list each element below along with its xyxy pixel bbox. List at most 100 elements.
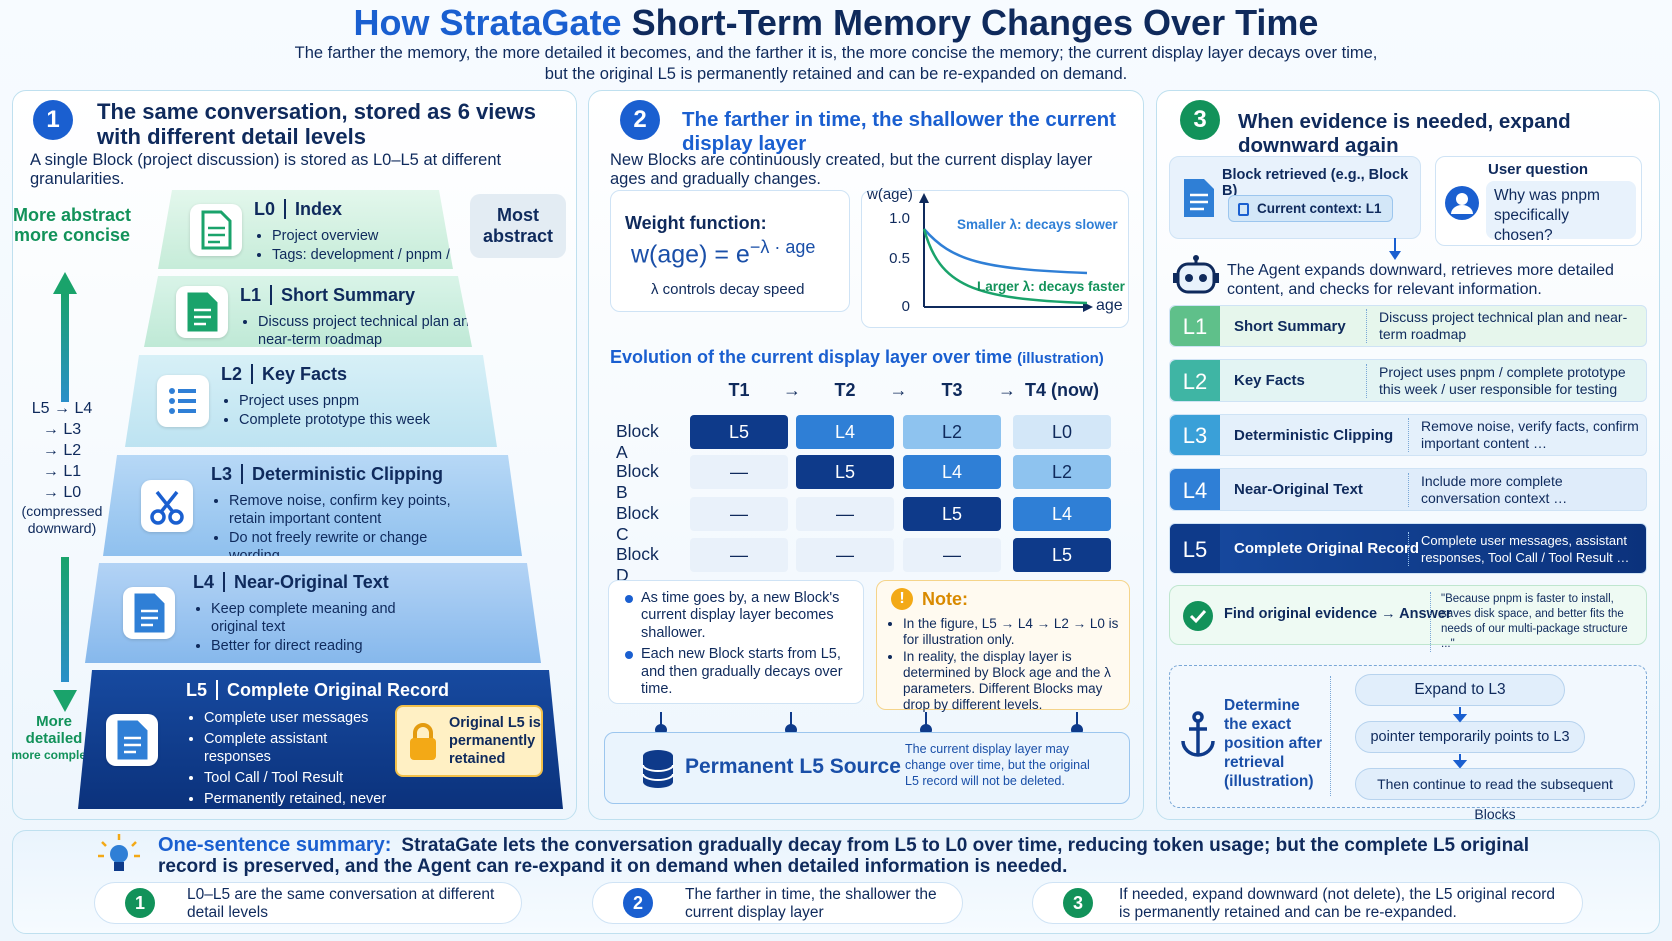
column-arrow: → xyxy=(889,380,908,400)
note-title: Note: xyxy=(922,589,968,609)
subtitle-line: but the original L5 is permanently retai… xyxy=(544,65,1128,83)
layer-bullet: Project overview xyxy=(272,227,498,245)
point-number: 2 xyxy=(623,888,653,918)
evidence-arrow: → xyxy=(1381,606,1396,622)
note-list: In the figure, L5 → L4 → L2 → L0 is for … xyxy=(889,615,1127,714)
evidence-answer: Answer xyxy=(1399,606,1452,622)
side-line: → L2 xyxy=(42,442,82,459)
row-title: Key Facts xyxy=(1234,372,1305,389)
layer: L4 Near-Original Text Keep complete meanin… xyxy=(85,563,541,663)
table-title-note: (illustration) xyxy=(1017,350,1104,367)
layer-bullets: Project overviewTags: development / pnpm… xyxy=(258,226,498,265)
layer-icon xyxy=(106,714,158,766)
table-cell: L5 xyxy=(1013,538,1111,572)
glyph xyxy=(141,480,193,532)
panel-intro: New Blocks are continuously created, but… xyxy=(610,151,1093,188)
layer-title: L0 Index xyxy=(254,199,342,220)
glyph xyxy=(190,204,242,256)
point-text: The farther in time, the shallower the c… xyxy=(685,886,937,921)
layer-name: Index xyxy=(295,199,343,219)
bullet-text: Each new Block starts from L5, and then … xyxy=(641,646,843,697)
row-level: L2 xyxy=(1170,360,1220,401)
column-header: T1 xyxy=(728,380,750,400)
layer-bullet: Complete user messages xyxy=(204,709,390,727)
layer-level: L0 xyxy=(254,199,286,219)
side-line: (compressed downward) xyxy=(21,503,103,536)
label-line: detailed xyxy=(25,730,83,747)
expand-row: L4 Near-Original Text Include more complet… xyxy=(1169,468,1647,511)
side-line: → L1 xyxy=(42,463,82,480)
layer-name: Complete Original Record xyxy=(227,680,450,700)
robot-icon xyxy=(1173,255,1219,294)
point-text: L0–L5 are the same conversation at diffe… xyxy=(187,886,495,921)
summary-label: One-sentence summary: xyxy=(158,834,392,856)
layer-icon xyxy=(123,587,175,639)
summary-point: 2 The farther in time, the shallower the … xyxy=(592,882,963,924)
title-rest: Short-Term Memory Changes Over Time xyxy=(631,2,1319,43)
axis-arrows xyxy=(53,272,77,712)
weight-label: Weight function: xyxy=(625,213,767,233)
layer-name: Key Facts xyxy=(262,364,348,384)
row-desc: Complete user messages, assistant respon… xyxy=(1408,531,1640,566)
summary-point: 1 L0–L5 are the same conversation at diff… xyxy=(94,882,522,924)
layer-bullet: Tags: development / pnpm / testing xyxy=(272,246,498,264)
graph-y-tick: 0 xyxy=(901,298,910,315)
subtitle: The farther the memory, the more detaile… xyxy=(0,43,1672,85)
bottom-label: More detailed more complete xyxy=(8,713,100,764)
callout: Most abstract xyxy=(470,194,566,258)
layer: L2 Key Facts Project uses pnpmComplete pro… xyxy=(125,355,497,447)
column-header: T3 xyxy=(941,380,963,400)
panel-heading: When evidence is needed, expand downward… xyxy=(1238,110,1571,157)
row-label: Block B xyxy=(616,461,659,502)
curve-label: Larger λ: decays faster xyxy=(977,279,1125,294)
side-line: L5 → L4 xyxy=(31,400,93,417)
table-cell: L5 xyxy=(796,455,894,489)
row-desc: Project uses pnpm / complete prototype t… xyxy=(1366,363,1640,398)
layer-bullet: Remove noise, confirm key points, retain… xyxy=(229,492,455,528)
layer-name: Near-Original Text xyxy=(234,572,389,592)
bullet-list: As time goes by, a new Block's current d… xyxy=(623,590,853,698)
anchor-icon xyxy=(1181,711,1215,757)
layer-bullets: Discuss project technical plan and near-… xyxy=(244,312,484,350)
point-text: If needed, expand downward (not delete),… xyxy=(1119,886,1556,921)
layer: L3 Deterministic Clipping Remove noise, co… xyxy=(103,455,522,556)
source-card: Permanent L5 Source The current display … xyxy=(604,732,1130,804)
row-title: Complete Original Record xyxy=(1234,540,1420,557)
column-header: T2 xyxy=(834,380,856,400)
check-icon xyxy=(1183,601,1213,631)
table-title-text: Evolution of the current display layer o… xyxy=(610,347,1013,367)
table-cell: L0 xyxy=(1013,415,1111,449)
summary-point: 3 If needed, expand downward (not delete)… xyxy=(1032,882,1583,924)
panel-heading: The same conversation, stored as 6 views… xyxy=(97,99,536,149)
step-number: 3 xyxy=(1180,100,1220,140)
row-level: L1 xyxy=(1170,306,1220,346)
row-title: Near-Original Text xyxy=(1234,481,1363,498)
expand-row: L3 Deterministic Clipping Remove noise, ve… xyxy=(1169,414,1647,456)
label-line: more complete xyxy=(11,748,97,762)
step-arrows xyxy=(1452,707,1468,768)
bullet: As time goes by, a new Block's current d… xyxy=(625,590,853,642)
bullets-card: As time goes by, a new Block's current d… xyxy=(608,580,864,704)
layer-title: L3 Deterministic Clipping xyxy=(211,464,443,485)
layer-bullet: Better for direct reading xyxy=(211,637,437,655)
layer-level: L5 xyxy=(186,680,218,700)
bullet: Each new Block starts from L5, and then … xyxy=(625,646,853,698)
row-label: Block C xyxy=(616,503,659,544)
layer-bullets: Keep complete meaning and original textB… xyxy=(197,599,437,656)
layer-bullets: Complete user messages Complete assistant… xyxy=(190,706,390,829)
question-text: Why was pnpm specifically chosen? xyxy=(1486,181,1636,244)
evidence-text: Find original evidence xyxy=(1224,606,1378,622)
question-card: User question Why was pnpm specifically … xyxy=(1435,156,1642,246)
step: Then continue to read the subsequent Blo… xyxy=(1355,768,1635,822)
layer-level: L4 xyxy=(193,572,225,592)
position-title: Determine the exact position after retri… xyxy=(1224,697,1323,790)
layer-title: L2 Key Facts xyxy=(221,364,347,385)
source-title: Permanent L5 Source xyxy=(685,755,901,778)
weight-card: Weight function: w(age) = e−λ · age λ co… xyxy=(610,190,850,312)
summary-text: StrataGate lets the conversation gradual… xyxy=(158,835,1530,877)
column-arrow: → xyxy=(783,380,801,400)
table-cell: — xyxy=(903,538,1001,572)
evidence-quote: "Because pnpm is faster to install, save… xyxy=(1430,592,1644,652)
